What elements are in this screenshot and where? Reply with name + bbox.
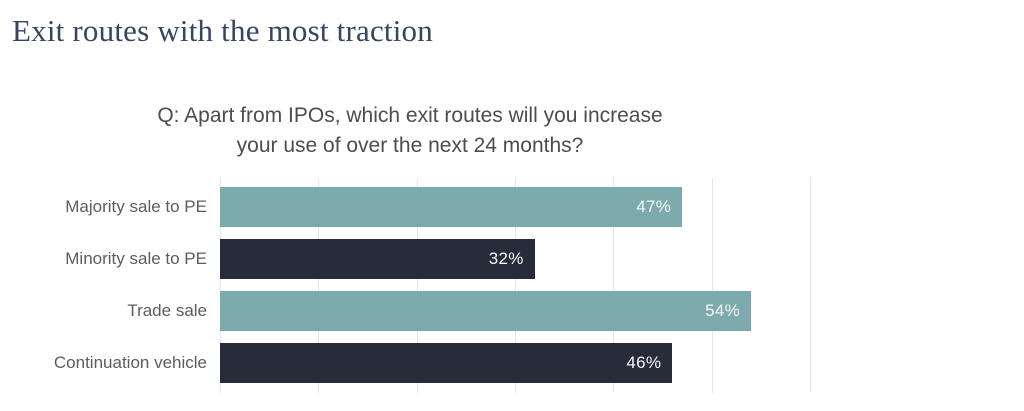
gridline [711,178,713,393]
bar-row: Minority sale to PE 32% [0,239,1024,279]
category-label-minority-sale-to-pe: Minority sale to PE [65,249,207,268]
gridline [220,178,221,393]
bar-minority-sale-to-pe: 32% [220,239,535,279]
page-title: Exit routes with the most traction [12,13,433,48]
category-label-majority-sale-to-pe: Majority sale to PE [65,197,207,216]
bar-row: Continuation vehicle 46% [0,343,1024,383]
chart-question: Q: Apart from IPOs, which exit routes wi… [80,101,740,161]
gridline [318,178,320,393]
gridline [416,178,418,393]
value-label: 46% [626,353,662,372]
bar-majority-sale-to-pe: 47% [220,187,683,227]
value-label: 32% [488,249,524,268]
bar-trade-sale: 54% [220,291,751,331]
bar-row: Trade sale 54% [0,291,1024,331]
bar-chart: Majority sale to PE 47% Minority sale to… [0,178,1024,393]
category-label-trade-sale: Trade sale [127,301,207,320]
bar-row: Majority sale to PE 47% [0,187,1024,227]
gridline [515,178,516,393]
value-label: 47% [636,197,672,216]
chart-question-line-1: Q: Apart from IPOs, which exit routes wi… [157,104,663,127]
category-label-continuation-vehicle: Continuation vehicle [53,353,207,372]
gridline [613,178,615,393]
bar-continuation-vehicle: 46% [220,343,673,383]
chart-question-line-2: your use of over the next 24 months? [236,134,584,157]
gridline [810,178,811,393]
value-label: 54% [705,301,740,320]
